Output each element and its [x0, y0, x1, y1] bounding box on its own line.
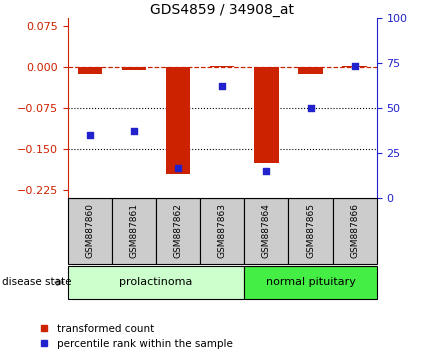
Bar [200, 198, 244, 264]
Text: disease state: disease state [2, 277, 72, 287]
Point [219, 84, 226, 89]
Text: GSM887861: GSM887861 [130, 204, 138, 258]
Bar [289, 198, 332, 264]
Text: normal pituitary: normal pituitary [265, 277, 356, 287]
Point [263, 169, 270, 174]
Bar [298, 67, 323, 74]
Point [86, 132, 93, 138]
Bar [156, 198, 200, 264]
Bar [166, 67, 190, 173]
Bar [122, 67, 146, 70]
Text: GSM887863: GSM887863 [218, 204, 227, 258]
Text: GSM887860: GSM887860 [85, 204, 95, 258]
Text: GSM887864: GSM887864 [262, 204, 271, 258]
Bar [244, 266, 377, 299]
Bar [68, 198, 112, 264]
Point [175, 165, 182, 170]
Bar [332, 198, 377, 264]
Bar [244, 198, 289, 264]
Title: GDS4859 / 34908_at: GDS4859 / 34908_at [150, 3, 294, 17]
Legend: transformed count, percentile rank within the sample: transformed count, percentile rank withi… [40, 324, 233, 349]
Text: GSM887862: GSM887862 [174, 204, 183, 258]
Bar [112, 198, 156, 264]
Point [307, 105, 314, 111]
Bar [210, 66, 234, 67]
Point [131, 129, 138, 134]
Text: prolactinoma: prolactinoma [120, 277, 193, 287]
Text: GSM887866: GSM887866 [350, 204, 359, 258]
Point [351, 64, 358, 69]
Bar [254, 67, 279, 163]
Text: GSM887865: GSM887865 [306, 204, 315, 258]
Bar [78, 67, 102, 74]
Bar [68, 266, 244, 299]
